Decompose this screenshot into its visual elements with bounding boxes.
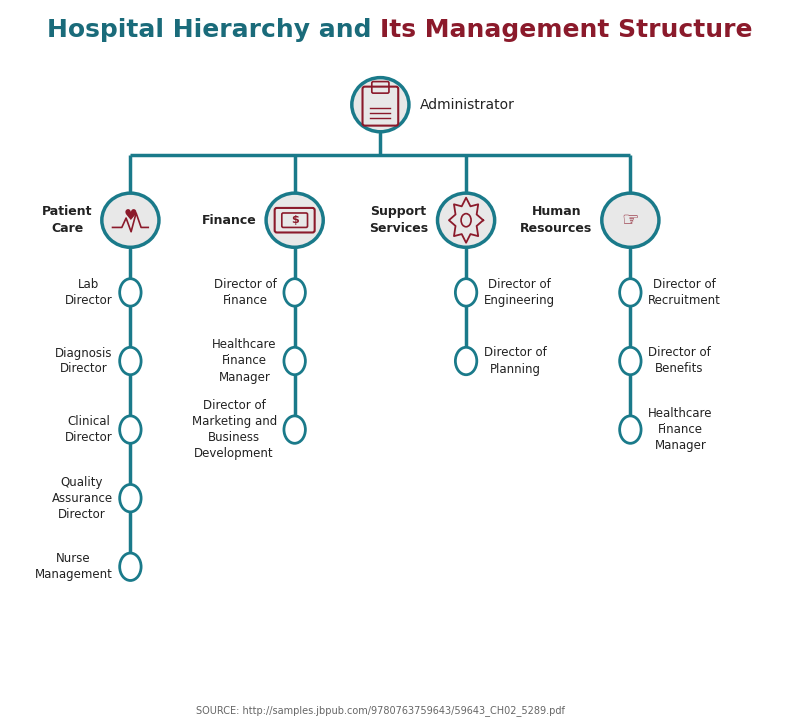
Ellipse shape [620,347,641,375]
Text: Its Management Structure: Its Management Structure [380,18,753,42]
Text: Patient
Care: Patient Care [42,205,93,235]
Text: Healthcare
Finance
Manager: Healthcare Finance Manager [212,339,277,383]
Text: Human
Resources: Human Resources [520,205,593,235]
Text: Nurse
Management: Nurse Management [34,552,113,581]
Text: Administrator: Administrator [420,97,514,112]
Ellipse shape [120,553,141,580]
Ellipse shape [620,416,641,443]
Ellipse shape [284,347,306,375]
Ellipse shape [455,347,477,375]
Ellipse shape [602,193,659,247]
Text: $: $ [290,215,298,225]
Text: Support
Services: Support Services [369,205,428,235]
Text: Director of
Recruitment: Director of Recruitment [648,278,721,307]
Ellipse shape [455,279,477,306]
Ellipse shape [120,279,141,306]
Ellipse shape [352,78,409,132]
Ellipse shape [620,279,641,306]
Text: Director of
Engineering: Director of Engineering [484,278,555,307]
Text: Hospital Hierarchy and: Hospital Hierarchy and [47,18,380,42]
Text: Healthcare
Finance
Manager: Healthcare Finance Manager [648,407,713,452]
Text: Clinical
Director: Clinical Director [65,415,113,444]
Ellipse shape [120,484,141,512]
Text: ☞: ☞ [622,211,639,230]
Text: Director of
Marketing and
Business
Development: Director of Marketing and Business Devel… [191,399,277,460]
Ellipse shape [120,416,141,443]
Text: Finance: Finance [202,214,257,227]
Text: Director of
Finance: Director of Finance [214,278,277,307]
Text: ♥: ♥ [123,209,138,223]
Text: SOURCE: http://samples.jbpub.com/9780763759643/59643_CH02_5289.pdf: SOURCE: http://samples.jbpub.com/9780763… [196,705,565,716]
Ellipse shape [284,279,306,306]
Ellipse shape [438,193,494,247]
Text: Director of
Benefits: Director of Benefits [648,347,711,375]
Text: Diagnosis
Director: Diagnosis Director [55,347,113,375]
Text: Quality
Assurance
Director: Quality Assurance Director [51,476,113,521]
Ellipse shape [120,347,141,375]
Text: Lab
Director: Lab Director [65,278,113,307]
Ellipse shape [284,416,306,443]
Text: Director of
Planning: Director of Planning [484,347,546,375]
Ellipse shape [102,193,159,247]
Ellipse shape [266,193,323,247]
